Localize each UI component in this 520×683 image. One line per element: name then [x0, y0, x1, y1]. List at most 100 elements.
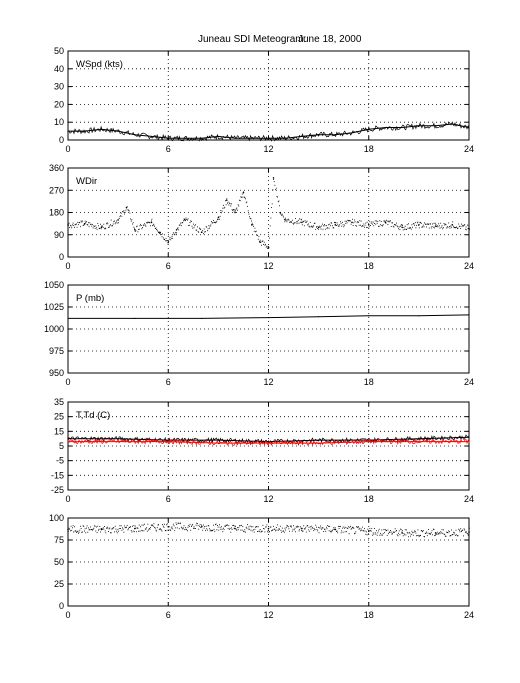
temperature-data-point: [67, 441, 69, 443]
wspd-data-point: [167, 137, 169, 139]
humidity-data-point: [468, 531, 470, 533]
humidity-data-point: [267, 527, 270, 530]
temperature-xtick-label: 24: [464, 494, 474, 504]
wspd-ytick-label: 40: [54, 64, 64, 74]
humidity-xtick-label: 0: [65, 610, 70, 620]
wspd-data-point: [267, 137, 270, 139]
wdir-panel-label: WDir: [76, 176, 97, 187]
panel-humidity: 0 6 12 18 24 0 25 50 75 100: [49, 513, 474, 620]
temperature-data-point: [418, 438, 420, 440]
humidity-xtick-label: 6: [166, 610, 171, 620]
temperature-xtick-label: 6: [166, 494, 171, 504]
pressure-ytick-label: 975: [49, 346, 64, 356]
wspd-data-point: [184, 137, 186, 139]
pressure-ytick-label: 1025: [44, 302, 64, 312]
wspd-data-point: [418, 125, 420, 127]
wspd-data-point: [134, 134, 136, 136]
wspd-xtick-label: 0: [65, 144, 70, 154]
pressure-data-point: [468, 314, 470, 316]
wspd-data-point: [117, 130, 119, 132]
wdir-ytick-label: 180: [49, 208, 64, 218]
temperature-ytick-label: -25: [51, 485, 64, 495]
wdir-data-point: [401, 226, 403, 229]
humidity-xtick-label: 24: [464, 610, 474, 620]
wdir-data-point: [234, 211, 236, 214]
humidity-data-point: [334, 528, 337, 531]
figure-title-left: Juneau SDI Meteogram:: [198, 34, 306, 45]
temperature-ytick-label: 5: [59, 441, 64, 451]
panel-pressure: 0 6 12 18 24 950 975 1000 1025 1050 P (mb): [44, 280, 474, 387]
wspd-data-point: [234, 137, 236, 139]
wspd-data-point: [368, 128, 370, 130]
temperature-data-point: [418, 441, 420, 443]
temperature-ytick-label: -5: [56, 456, 64, 466]
temperature-data-point: [217, 442, 219, 444]
panel-wdir: 0 6 12 18 24 0 90 180 270 360 WDir: [49, 163, 474, 271]
wdir-xtick-label: 6: [166, 261, 171, 271]
wdir-data-point: [301, 221, 303, 224]
wdir-ytick-label: 0: [59, 252, 64, 262]
temperature-data-point: [318, 439, 320, 441]
pressure-xtick-label: 12: [263, 377, 273, 387]
wdir-data-point: [134, 229, 136, 231]
pressure-data-point: [368, 315, 370, 317]
wdir-xtick-label: 18: [364, 261, 374, 271]
temperature-data-point: [267, 441, 270, 443]
wdir-ytick-label: 360: [49, 163, 64, 173]
wdir-xtick-label: 0: [65, 261, 70, 271]
wdir-data-point: [384, 221, 387, 224]
wspd-xtick-label: 18: [364, 144, 374, 154]
temperature-data-point: [167, 441, 169, 443]
temperature-data-point: [267, 442, 270, 444]
temperature-data-point: [117, 441, 119, 443]
wspd-series-1: [67, 121, 470, 142]
pressure-ytick-label: 1050: [44, 280, 64, 290]
pressure-data-point: [418, 315, 420, 317]
temperature-series-noise: [67, 434, 470, 445]
temperature-data-point: [217, 439, 219, 441]
humidity-data-point: [100, 528, 103, 531]
wspd-data-point: [301, 135, 303, 138]
panel-temperature: 0 6 12 18 24 -25 -15 -5 5 15 25 35 T,Td (C): [51, 397, 474, 504]
temperature-data-point: [318, 442, 320, 444]
wspd-xtick-label: 6: [166, 144, 171, 154]
humidity-data-point: [301, 527, 303, 530]
humidity-data-point: [167, 526, 170, 528]
wdir-data-point: [367, 224, 370, 226]
wspd-data-point: [150, 135, 153, 138]
humidity-ytick-label: 25: [54, 579, 64, 589]
wdir-data-point: [200, 231, 203, 234]
humidity-data-point: [134, 527, 136, 530]
humidity-xtick-label: 18: [364, 610, 374, 620]
temperature-data-point: [67, 438, 69, 440]
wspd-data-point: [100, 128, 103, 130]
humidity-ytick-label: 75: [54, 535, 64, 545]
humidity-data-point: [401, 532, 403, 534]
wdir-data-point: [167, 241, 170, 243]
pressure-ytick-label: 950: [49, 368, 64, 378]
humidity-ytick-label: 100: [49, 513, 64, 523]
wspd-data-point: [251, 137, 253, 139]
humidity-ytick-label: 50: [54, 557, 64, 567]
wdir-ytick-label: 270: [49, 185, 64, 195]
wdir-xtick-label: 12: [263, 261, 273, 271]
wspd-xtick-label: 24: [464, 144, 474, 154]
figure-title-date: June 18, 2000: [298, 34, 362, 45]
wdir-data-point: [279, 211, 281, 214]
wspd-data-point: [217, 135, 219, 138]
wdir-data-point: [217, 216, 220, 219]
wdir-data-point: [117, 219, 119, 221]
wspd-ytick-label: 50: [54, 46, 64, 56]
temperature-xtick-label: 0: [65, 494, 70, 504]
wspd-data-point: [384, 126, 387, 129]
wdir-data-point: [468, 227, 470, 230]
temperature-xtick-label: 12: [263, 494, 273, 504]
wdir-data-point: [159, 231, 161, 234]
humidity-data-point: [200, 526, 203, 528]
wdir-data-point: [125, 206, 128, 209]
wdir-data-point: [418, 224, 420, 226]
wdir-data-point: [83, 222, 86, 225]
temperature-xtick-label: 18: [364, 494, 374, 504]
wdir-data-point: [225, 199, 228, 201]
